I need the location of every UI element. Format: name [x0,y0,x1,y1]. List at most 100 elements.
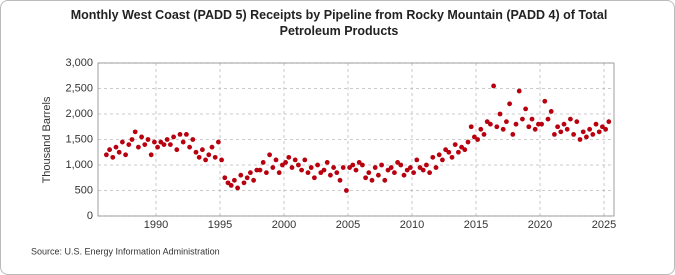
point [276,170,282,176]
point [449,154,455,160]
point [529,116,535,122]
point [107,147,112,153]
point [526,124,532,130]
point [340,165,346,170]
y-tick-label: 2,500 [65,82,93,94]
point [247,170,253,176]
point [174,147,180,153]
point [225,180,231,186]
point [238,172,244,178]
point [580,129,586,135]
point [151,139,157,145]
point [177,132,183,137]
point [366,170,372,176]
point [433,165,439,170]
point [436,152,442,158]
point [350,162,356,168]
point [475,137,481,142]
point [135,144,141,150]
point [491,83,497,89]
point [404,167,410,173]
point [385,167,391,173]
point [459,144,465,150]
point [478,126,484,132]
point [488,121,493,127]
point [308,165,314,170]
point [215,139,221,145]
point [523,106,529,112]
point [235,185,240,191]
point [292,157,298,163]
point [231,177,237,183]
point [574,119,580,125]
point [555,124,561,130]
point [347,165,352,170]
source: Source: U.S. Energy Information Administ… [31,246,220,256]
point [318,170,324,176]
point [116,149,122,155]
point [360,162,365,168]
point [270,165,276,170]
chart-title: Monthly West Coast (PADD 5) Receipts by … [70,8,608,38]
point [187,144,192,150]
point [334,170,340,176]
point [295,162,301,168]
x-tick-label: 2020 [528,219,552,231]
point [251,177,256,183]
point [443,147,449,153]
point [164,137,170,142]
point [424,162,429,168]
point [203,157,208,163]
point [520,116,525,122]
point [382,177,388,183]
point [398,162,404,168]
x-tick-label: 2010 [400,219,424,231]
point [577,137,583,142]
point [219,157,224,163]
point [212,154,218,160]
point [161,142,167,148]
point [401,172,407,178]
point [123,152,128,158]
y-tick-label: 2,000 [65,108,93,120]
point [440,157,445,163]
point [190,137,196,142]
point [542,98,548,104]
point [446,149,452,155]
point [606,119,612,125]
point [500,126,506,132]
point [584,134,589,140]
point [343,188,349,193]
point [363,175,369,181]
point [484,119,490,125]
point [465,139,471,145]
point [417,165,423,170]
point [279,162,285,168]
y-tick-label: 1,000 [65,159,93,171]
point [596,129,602,135]
y-axis-label: Thousand Barrels [41,96,53,183]
point [603,126,609,132]
point [196,154,202,160]
point [183,132,189,137]
x-tick-label: 2025 [592,219,616,231]
x-tick-label: 2015 [464,219,488,231]
point [369,177,375,183]
x-tick-label: 2000 [272,219,296,231]
point [507,101,513,107]
point [228,183,234,188]
point [372,165,378,170]
point [302,157,308,163]
point [126,142,132,148]
point [171,134,176,140]
point [145,137,151,142]
point [244,175,250,181]
point [548,109,554,114]
x-tick-label: 2005 [336,219,360,231]
point [331,165,336,170]
point [103,152,109,158]
point [392,170,397,176]
point [273,157,279,163]
